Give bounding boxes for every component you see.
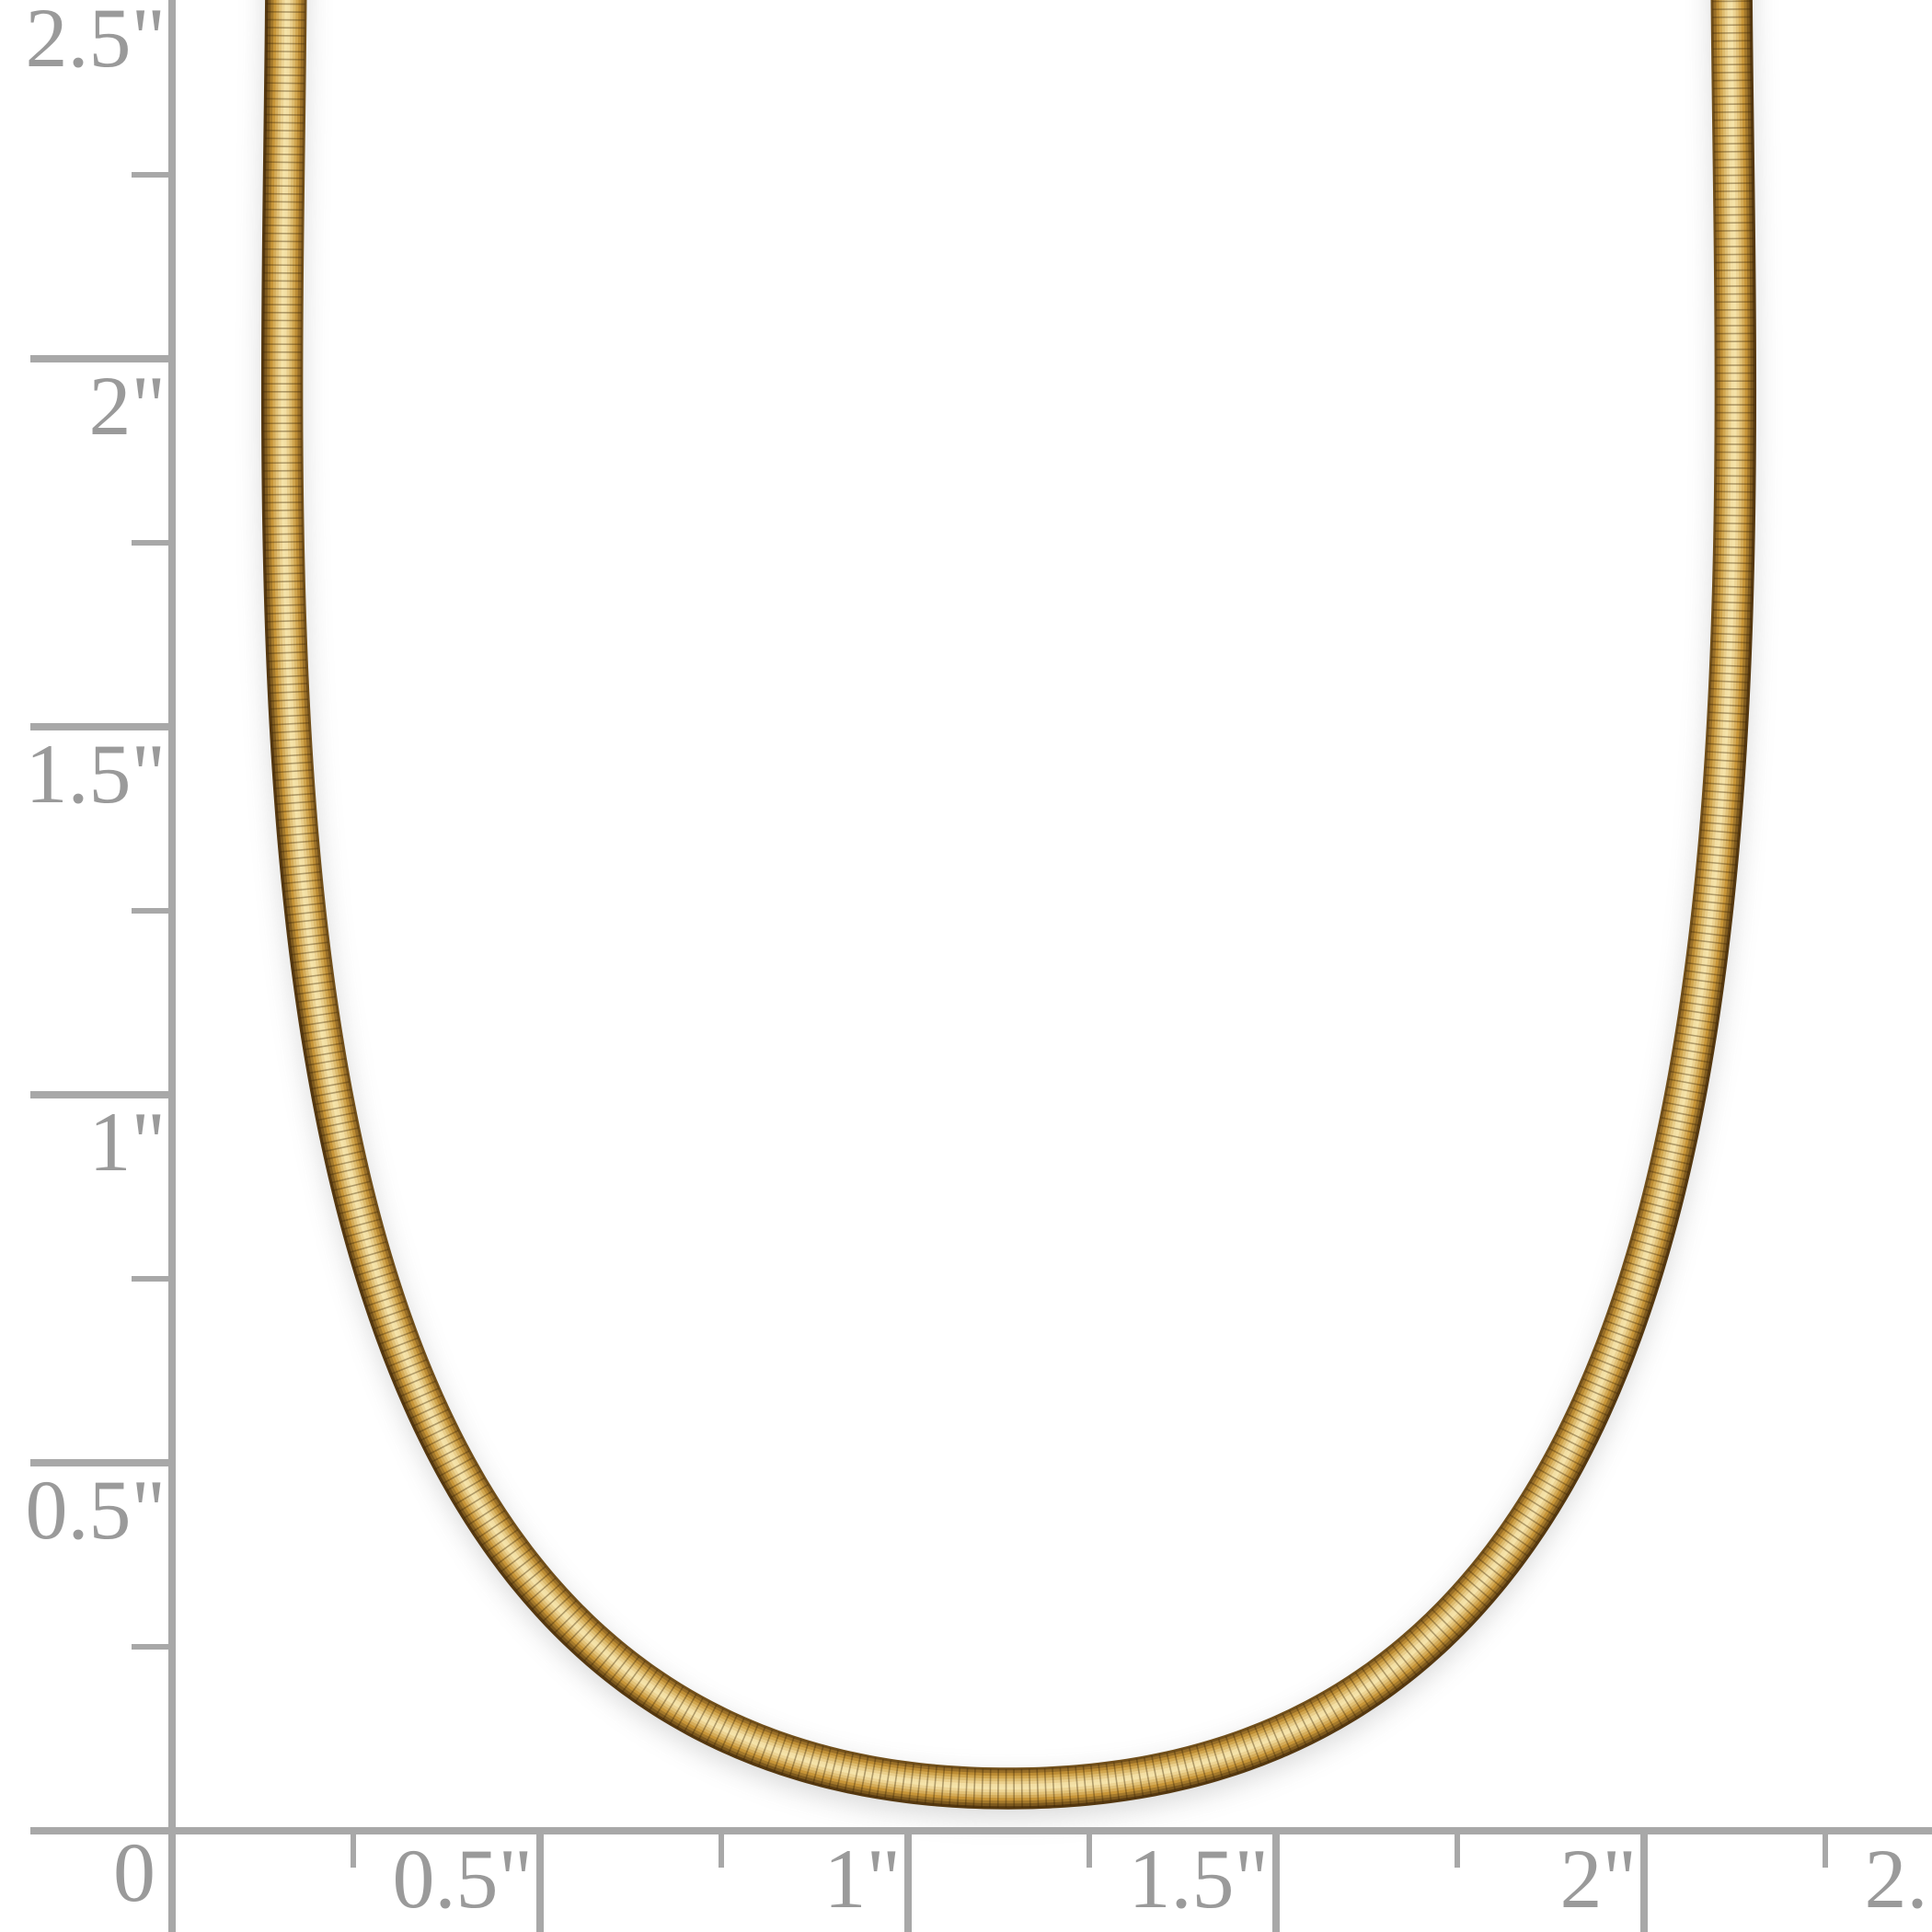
svg-text:2": 2" — [1559, 1832, 1637, 1926]
svg-text:0.5": 0.5" — [25, 1463, 166, 1557]
svg-text:1": 1" — [88, 1095, 166, 1189]
svg-text:1.5": 1.5" — [25, 727, 166, 821]
svg-text:2.5": 2.5" — [1864, 1832, 1932, 1926]
svg-text:0.5": 0.5" — [392, 1832, 533, 1926]
svg-text:1": 1" — [823, 1832, 901, 1926]
svg-text:0: 0 — [113, 1825, 155, 1919]
svg-text:2.5": 2.5" — [25, 0, 166, 85]
svg-text:1.5": 1.5" — [1128, 1832, 1269, 1926]
svg-text:2": 2" — [88, 359, 166, 453]
